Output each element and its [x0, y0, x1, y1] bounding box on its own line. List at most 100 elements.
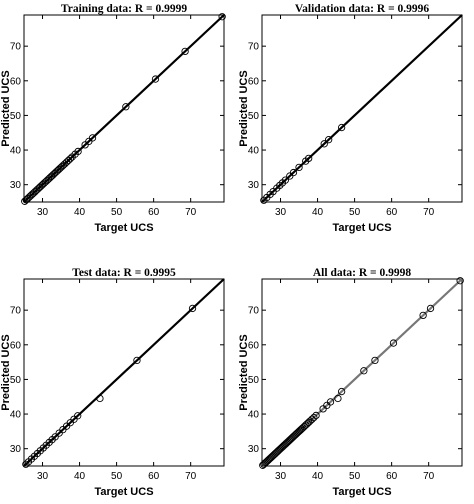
x-tick-label: 30 — [275, 207, 287, 218]
x-tick-label: 30 — [37, 471, 49, 482]
data-point — [281, 176, 289, 184]
data-point — [133, 356, 141, 365]
data-point — [295, 163, 303, 172]
data-point — [371, 356, 379, 365]
y-axis-label: Predicted UCS — [238, 70, 250, 146]
data-point — [320, 140, 328, 148]
x-axis-label: Target UCS — [94, 486, 153, 498]
y-axis-label: Predicted UCS — [0, 334, 12, 410]
data-point — [22, 460, 30, 468]
y-axis-label: Predicted UCS — [238, 334, 250, 410]
y-tick-label: 30 — [10, 180, 22, 191]
y-tick-label: 40 — [10, 410, 22, 421]
x-tick-label: 50 — [349, 207, 361, 218]
x-tick-label: 60 — [386, 471, 398, 482]
x-tick-label: 40 — [74, 207, 86, 218]
data-point — [360, 367, 368, 375]
data-point — [337, 387, 346, 396]
data-point — [312, 411, 320, 420]
panel-training: Training data: R = 0.9999 Target UCS Pre… — [0, 3, 226, 234]
x-tick-label: 60 — [148, 207, 160, 218]
y-tick-label: 30 — [248, 180, 260, 191]
data-point — [188, 304, 197, 313]
y-tick-label: 70 — [248, 306, 260, 317]
y-tick-label: 50 — [248, 375, 260, 386]
y-axis-label: Predicted UCS — [0, 70, 12, 146]
x-axis-label: Target UCS — [332, 486, 391, 498]
panel-test: Test data: R = 0.9995 Target UCS Predict… — [0, 267, 225, 498]
data-point — [456, 277, 464, 285]
y-tick-label: 70 — [248, 42, 260, 53]
y-tick-label: 40 — [10, 146, 22, 157]
x-tick-label: 40 — [312, 207, 324, 218]
axis-ticks: 30 40 50 60 70 30 40 50 60 70 — [10, 15, 224, 218]
data-point — [325, 136, 333, 144]
data-point — [297, 425, 306, 433]
y-tick-label: 60 — [248, 340, 260, 351]
chart-title: Validation data: R = 0.9996 — [295, 3, 429, 15]
y-tick-label: 40 — [248, 410, 260, 421]
x-tick-label: 40 — [74, 471, 86, 482]
x-axis-label: Target UCS — [94, 222, 153, 234]
axis-ticks: 30 40 50 60 70 30 40 50 60 70 — [248, 279, 462, 482]
data-point — [74, 412, 82, 420]
data-point — [326, 398, 335, 406]
fit-line — [261, 14, 463, 203]
data-point — [305, 154, 313, 163]
data-point — [122, 103, 130, 111]
data-point — [389, 339, 398, 347]
data-point — [51, 433, 59, 441]
y-tick-label: 70 — [10, 306, 22, 317]
data-point — [151, 75, 160, 83]
x-tick-label: 30 — [37, 207, 49, 218]
y-tick-label: 60 — [10, 76, 22, 87]
y-tick-label: 30 — [248, 444, 260, 455]
y-tick-label: 50 — [10, 111, 22, 122]
x-tick-label: 50 — [349, 471, 361, 482]
data-point — [308, 415, 316, 423]
fit-line — [23, 14, 225, 203]
data-point — [66, 155, 74, 163]
x-tick-label: 70 — [423, 207, 435, 218]
data-point — [96, 394, 104, 403]
y-tick-label: 60 — [10, 340, 22, 351]
data-point — [276, 181, 284, 190]
x-tick-label: 40 — [312, 471, 324, 482]
chart-title: Training data: R = 0.9999 — [61, 3, 187, 15]
x-tick-label: 60 — [386, 207, 398, 218]
data-point — [218, 13, 226, 21]
x-tick-label: 70 — [185, 207, 197, 218]
data-point — [426, 304, 435, 313]
axis-ticks: 30 40 50 60 70 30 40 50 60 70 — [10, 279, 224, 482]
y-tick-label: 50 — [248, 111, 260, 122]
data-point — [419, 311, 427, 320]
chart-title: All data: R = 0.9998 — [313, 267, 411, 279]
data-point — [181, 47, 189, 56]
y-tick-label: 60 — [248, 76, 260, 87]
plot-area — [260, 14, 463, 204]
panel-all: All data: R = 0.9998 Target UCS Predicte… — [238, 267, 464, 498]
plot-area — [259, 277, 464, 469]
data-point — [334, 394, 342, 403]
x-tick-label: 30 — [275, 471, 287, 482]
x-tick-label: 70 — [185, 471, 197, 482]
x-tick-label: 50 — [111, 471, 123, 482]
axis-ticks: 30 40 50 60 70 30 40 50 60 70 — [248, 15, 462, 218]
y-tick-label: 30 — [10, 444, 22, 455]
plot-area — [21, 13, 226, 205]
y-tick-label: 50 — [10, 375, 22, 386]
chart-title: Test data: R = 0.9995 — [72, 267, 176, 279]
x-tick-label: 50 — [111, 207, 123, 218]
panel-validation: Validation data: R = 0.9996 Target UCS P… — [238, 3, 463, 234]
data-point — [289, 168, 298, 177]
plot-area — [22, 278, 225, 468]
y-tick-label: 40 — [248, 146, 260, 157]
y-tick-label: 70 — [10, 42, 22, 53]
x-tick-label: 60 — [148, 471, 160, 482]
data-point — [310, 413, 318, 422]
data-point — [74, 147, 82, 156]
data-point — [88, 134, 97, 142]
x-tick-label: 70 — [423, 471, 435, 482]
x-axis-label: Target UCS — [332, 222, 391, 234]
